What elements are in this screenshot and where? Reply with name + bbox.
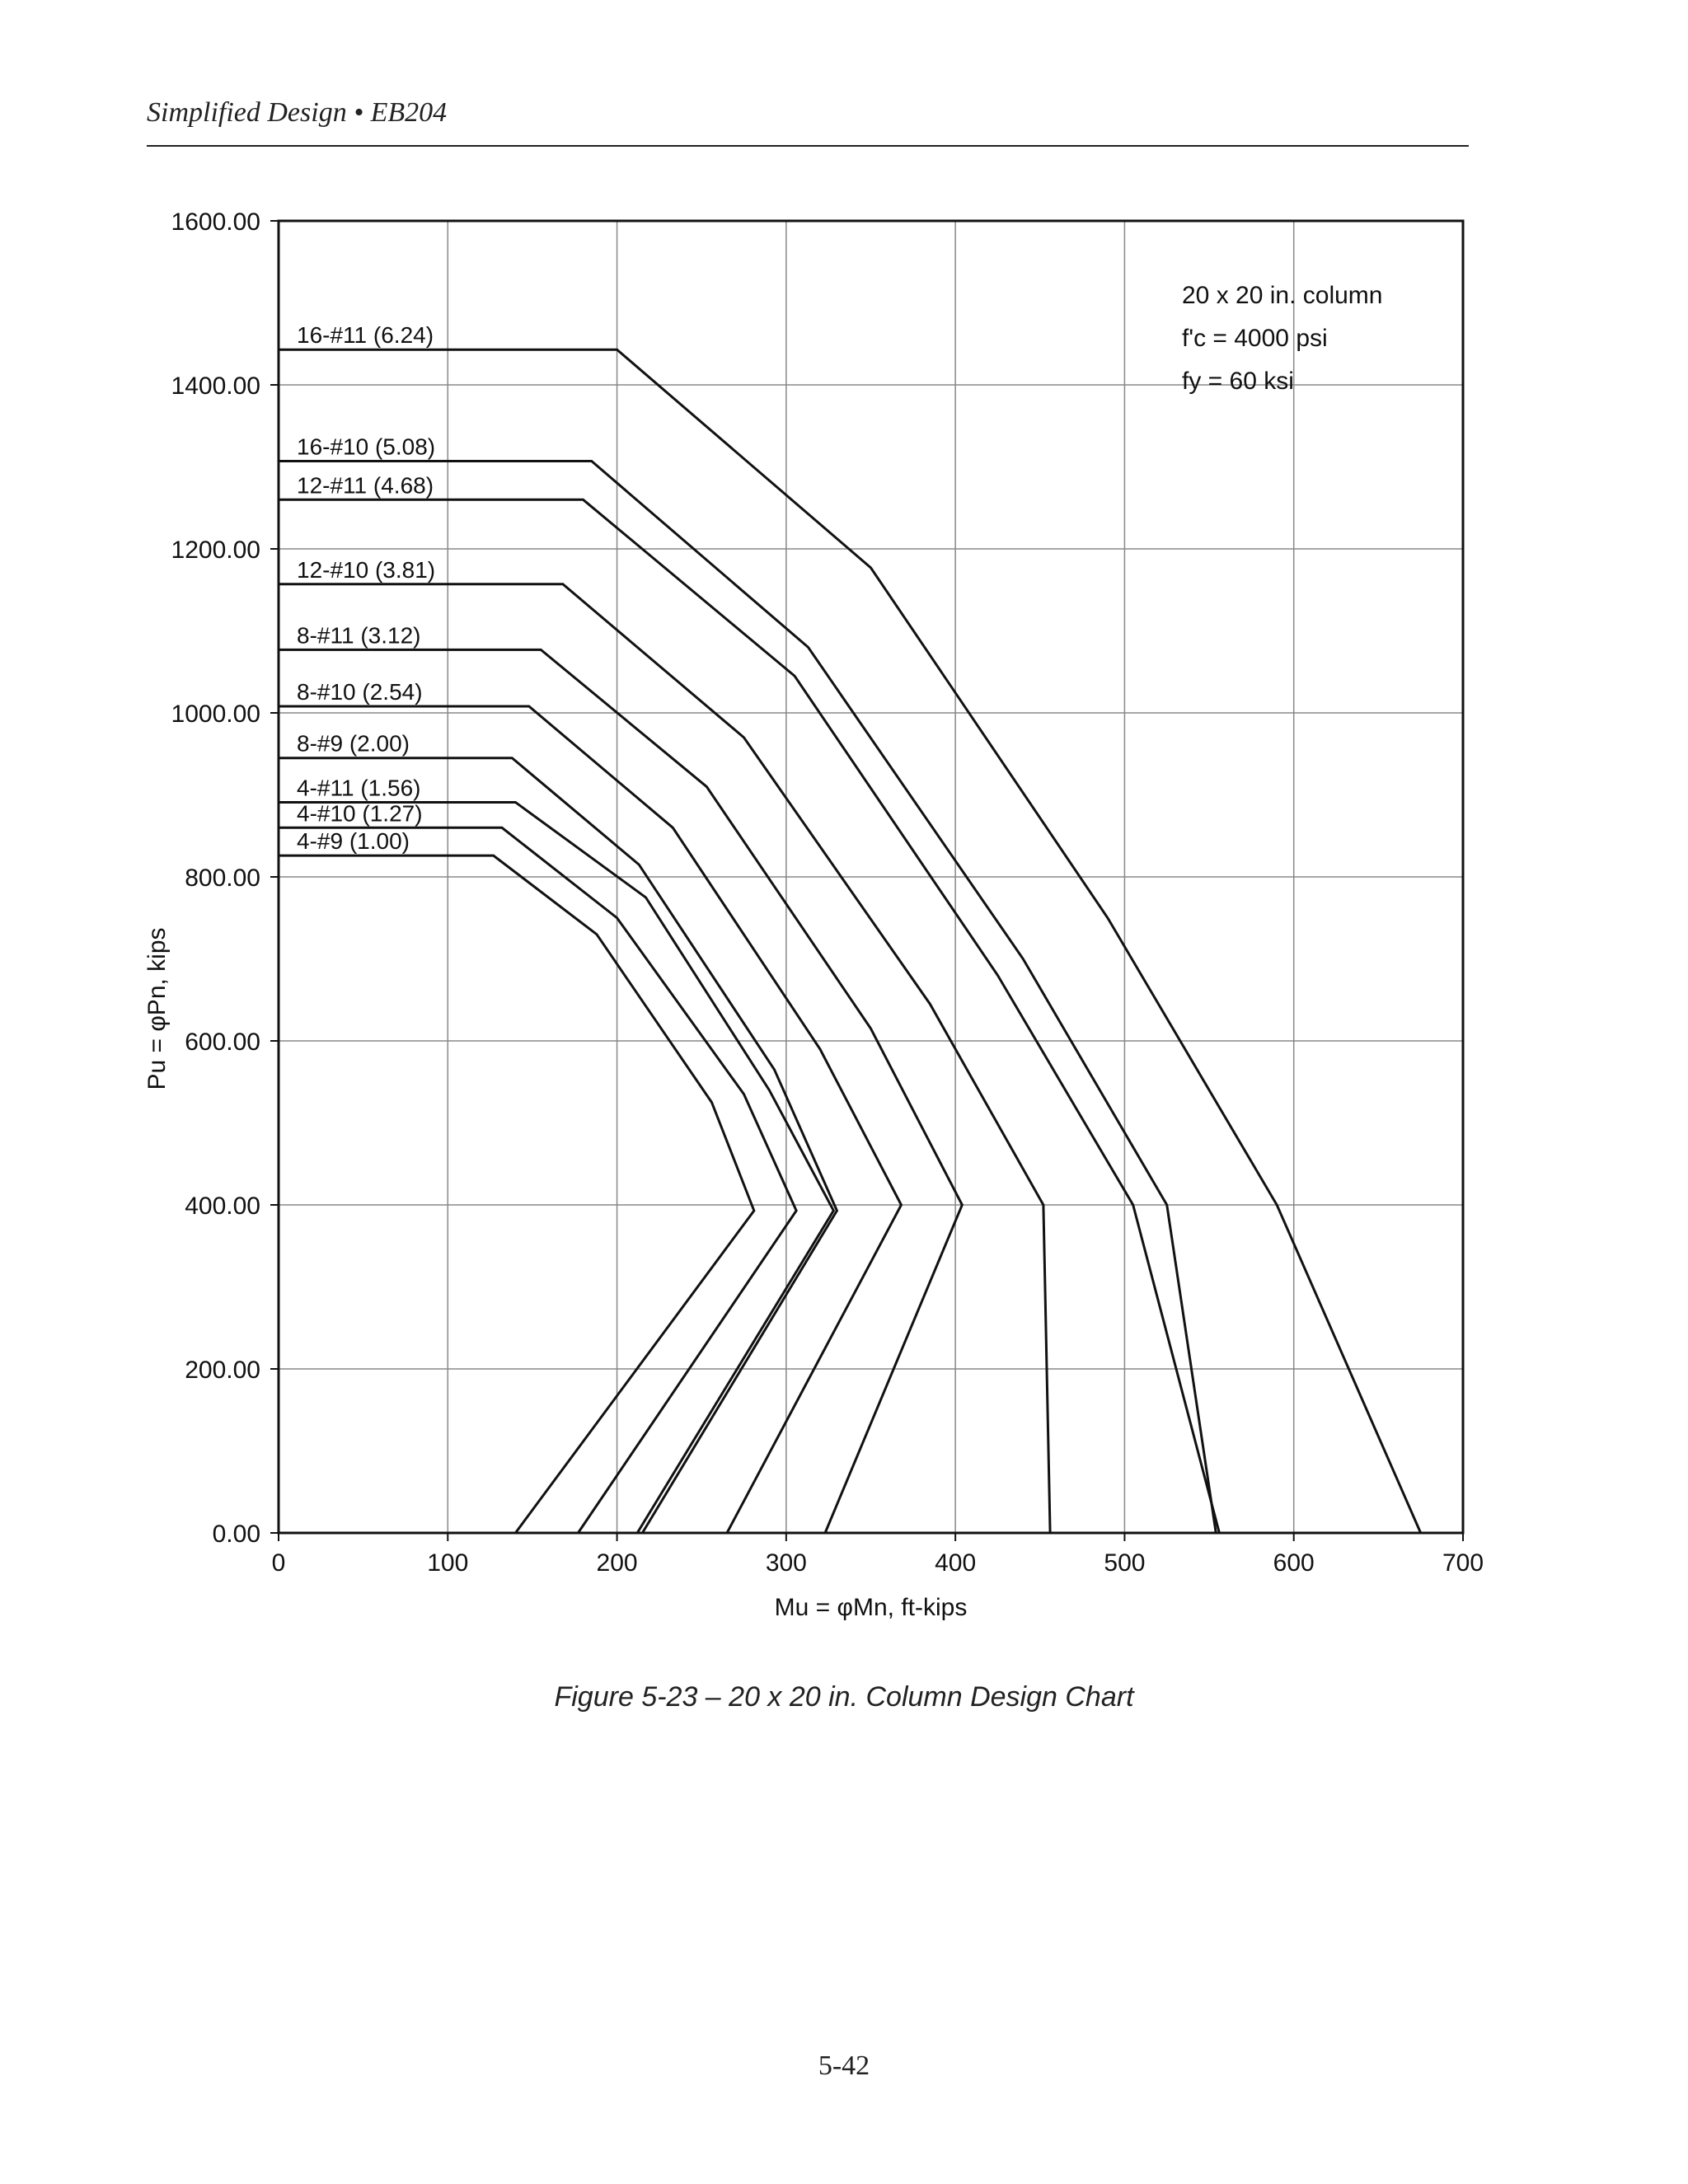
series-line [279,826,798,1534]
axis-ticks: 0 100 200 300 400 500 600 700 0.00 200.00 400.00 60… [171,209,1484,1577]
x-tick-label: 400 [935,1549,976,1577]
series-line [279,460,1217,1534]
x-tick-label: 500 [1104,1549,1145,1577]
annotation-line: f'c = 4000 psi [1182,325,1328,352]
annotation-line: 20 x 20 in. column [1182,282,1382,309]
y-tick-label: 1000.00 [171,701,260,728]
series-label: 8-#9 (2.00) [297,731,410,757]
x-tick-label: 700 [1442,1549,1484,1577]
series-line [279,800,836,1534]
y-tick-label: 0.00 [213,1521,260,1548]
series-label: 16-#10 (5.08) [297,434,435,460]
series-label: 12-#11 (4.68) [297,472,434,498]
series-line [279,757,839,1534]
y-tick-label: 200.00 [185,1357,260,1384]
grid-lines [278,220,1464,1534]
series-lines [279,348,1423,1534]
x-tick-label: 0 [272,1549,286,1577]
y-tick-label: 600.00 [185,1029,260,1056]
x-tick-label: 300 [766,1549,807,1577]
series-line [279,854,756,1534]
y-tick-label: 400.00 [185,1193,260,1220]
annotation-line: fy = 60 ksi [1182,368,1294,395]
x-axis-label: Mu = φMn, ft-kips [775,1594,968,1621]
series-label: 8-#11 (3.12) [297,622,420,648]
y-tick-label: 1200.00 [171,537,260,564]
series-line [279,705,903,1534]
x-tick-label: 100 [427,1549,468,1577]
header-rule [147,145,1469,147]
series-label: 12-#10 (3.81) [297,557,435,583]
y-tick-label: 1400.00 [171,373,260,400]
series-line [279,348,1423,1534]
series-line [279,648,964,1534]
series-label: 4-#9 (1.00) [297,828,410,854]
series-label: 8-#10 (2.54) [297,679,423,705]
y-tick-label: 800.00 [185,865,260,892]
series-label: 4-#10 (1.27) [297,800,423,826]
y-axis-label: Pu = φPn, kips [143,927,171,1090]
series-line [279,498,1221,1534]
page-number: 5-42 [818,2050,870,2081]
figure-caption: Figure 5-23 – 20 x 20 in. Column Design … [554,1681,1134,1713]
running-header: Simplified Design • EB204 [147,97,448,128]
series-label: 16-#11 (6.24) [297,322,434,348]
series-label: 4-#11 (1.56) [297,775,420,800]
series-labels: 16-#11 (6.24) 16-#10 (5.08) 12-#11 (4.68) 1… [297,322,435,854]
x-tick-label: 600 [1273,1549,1315,1577]
series-line [279,583,1052,1534]
y-tick-label: 1600.00 [171,209,260,236]
chart-annotation: 20 x 20 in. column f'c = 4000 psi fy = 60 … [1182,282,1382,395]
x-tick-label: 200 [597,1549,638,1577]
